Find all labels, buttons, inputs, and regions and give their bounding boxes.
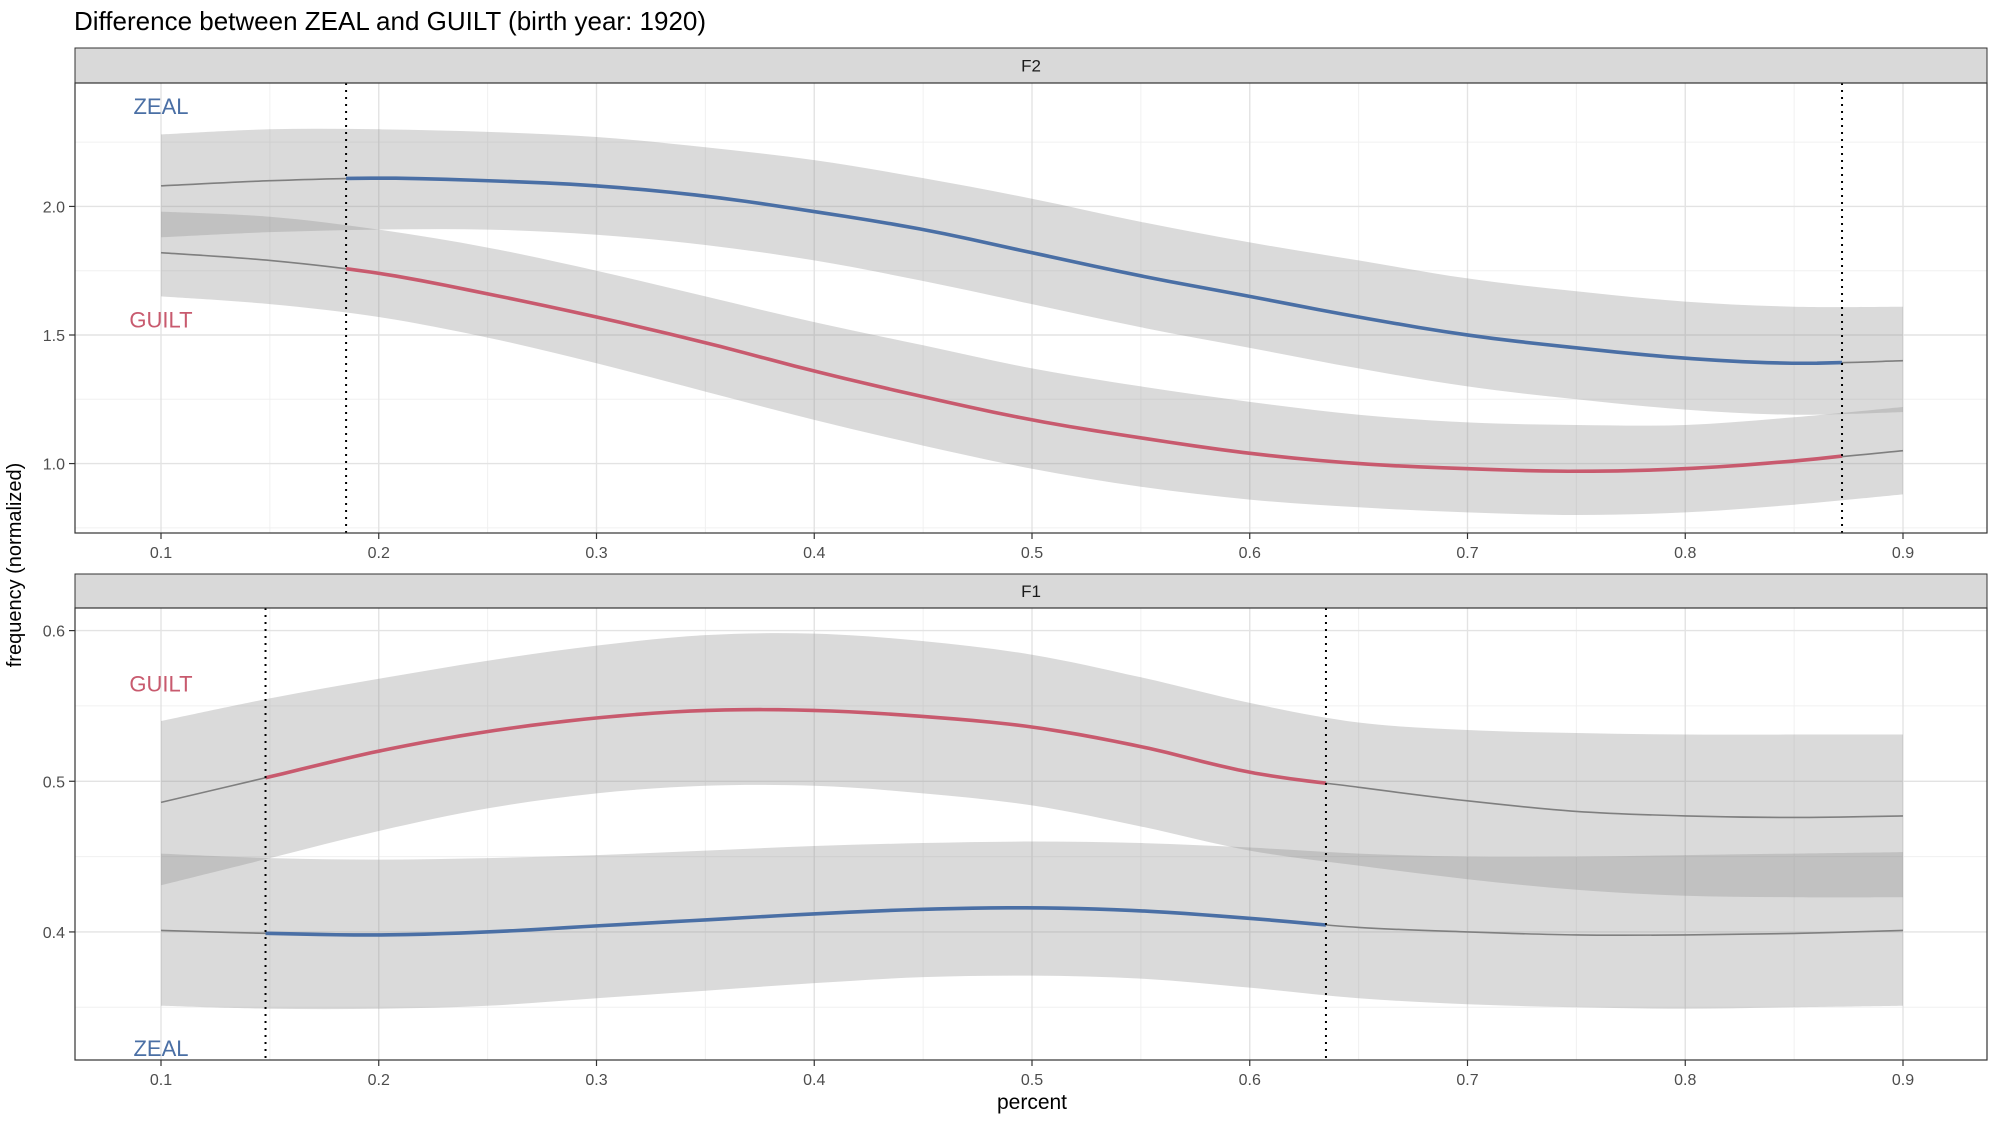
x-tick-label: 0.3 (585, 545, 607, 562)
difference-segment-guilt (265, 707, 1327, 786)
x-tick-label: 0.6 (1239, 1072, 1261, 1089)
y-tick-label: 0.4 (43, 925, 65, 942)
y-tick-label: 2.0 (43, 199, 65, 216)
plot-background (75, 83, 1987, 533)
difference-segment-zeal (346, 176, 1843, 366)
x-tick-label: 0.6 (1239, 545, 1261, 562)
x-tick-label: 0.4 (803, 545, 825, 562)
x-tick-label: 0.2 (368, 1072, 390, 1089)
confidence-band-guilt (161, 211, 1903, 515)
x-tick-label: 0.3 (585, 1072, 607, 1089)
facet-strip (74, 573, 1988, 609)
x-tick-label: 0.7 (1456, 1072, 1478, 1089)
panel-border (74, 82, 1988, 534)
y-tick-label: 1.5 (43, 328, 65, 345)
plot-background (75, 608, 1987, 1060)
panel-border (74, 607, 1988, 1061)
x-tick-label: 0.8 (1674, 545, 1696, 562)
y-axis-label: frequency (normalized) (4, 463, 26, 668)
confidence-band-zeal (161, 841, 1903, 1010)
facet-label: F2 (1021, 57, 1041, 76)
x-tick-label: 0.2 (368, 545, 390, 562)
y-tick-label: 1.0 (43, 457, 65, 474)
x-tick-label: 0.9 (1892, 545, 1914, 562)
series-label-guilt: GUILT (129, 308, 192, 333)
facet-label: F1 (1021, 582, 1041, 601)
difference-segment-guilt (345, 266, 1843, 474)
y-tick-label: 0.6 (43, 624, 65, 641)
confidence-band-zeal (161, 128, 1903, 415)
y-tick-label: 0.5 (43, 774, 65, 791)
x-tick-label: 0.4 (803, 1072, 825, 1089)
series-label-zeal: ZEAL (133, 94, 188, 119)
chart-title: Difference between ZEAL and GUILT (birth… (74, 6, 707, 36)
facet-strip (74, 47, 1988, 84)
panel-F1: F1 GUILT ZEAL 0.1 0.2 0.3 0.4 0.5 0.6 0.7 0.8 0.9 0.… (43, 573, 1988, 1089)
series-label-guilt: GUILT (129, 671, 192, 696)
x-tick-label: 0.7 (1456, 545, 1478, 562)
difference-segment-zeal (265, 905, 1327, 937)
x-axis-label: percent (997, 1091, 1067, 1114)
x-tick-label: 0.9 (1892, 1072, 1914, 1089)
x-tick-label: 0.8 (1674, 1072, 1696, 1089)
panel-F2: F2 ZEAL GUILT 0.1 0.2 0.3 0.4 0.5 0.6 0.7 0.8 0.9 1.… (43, 47, 1988, 562)
confidence-band-guilt (161, 633, 1903, 898)
x-tick-label: 0.5 (1021, 545, 1043, 562)
series-label-zeal: ZEAL (133, 1036, 188, 1061)
x-tick-label: 0.5 (1021, 1072, 1043, 1089)
x-tick-label: 0.1 (150, 545, 172, 562)
x-tick-label: 0.1 (150, 1072, 172, 1089)
